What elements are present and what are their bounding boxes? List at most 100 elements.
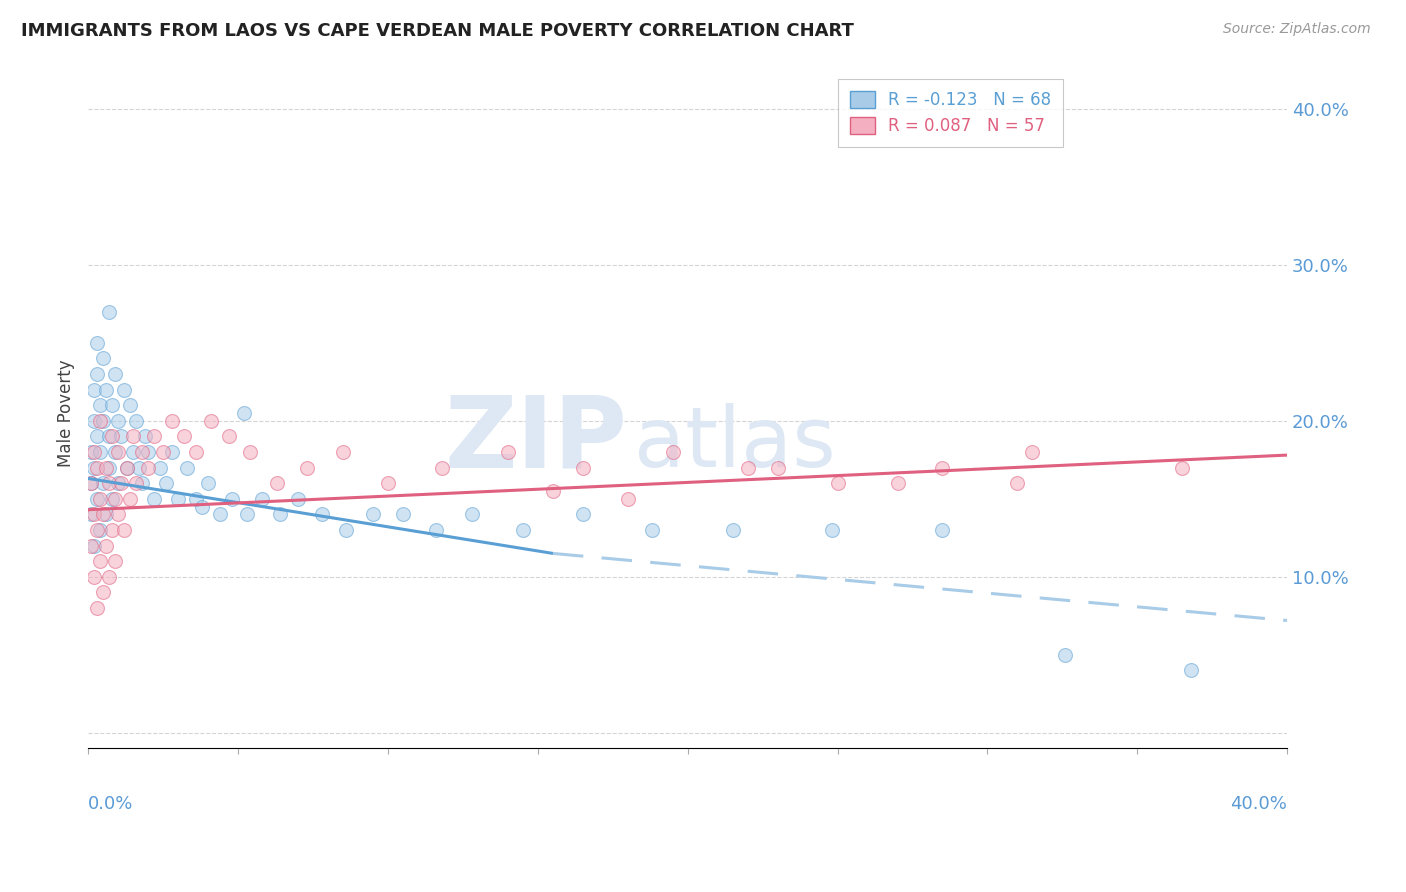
- Point: [931, 523, 953, 537]
- Point: [496, 445, 519, 459]
- Point: [89, 398, 111, 412]
- Point: [641, 523, 664, 537]
- Point: [89, 414, 111, 428]
- Point: [96, 508, 118, 522]
- Point: [96, 383, 118, 397]
- Point: [931, 460, 953, 475]
- Point: [96, 460, 118, 475]
- Point: [107, 508, 129, 522]
- Point: [155, 476, 177, 491]
- Legend: R = -0.123   N = 68, R = 0.087   N = 57: R = -0.123 N = 68, R = 0.087 N = 57: [838, 79, 1063, 147]
- Point: [101, 429, 124, 443]
- Point: [80, 476, 103, 491]
- Point: [86, 335, 108, 350]
- Point: [236, 508, 259, 522]
- Point: [80, 445, 103, 459]
- Point: [512, 523, 534, 537]
- Point: [112, 383, 135, 397]
- Point: [125, 476, 148, 491]
- Point: [131, 476, 153, 491]
- Point: [104, 554, 127, 568]
- Point: [209, 508, 232, 522]
- Point: [93, 585, 115, 599]
- Point: [1007, 476, 1029, 491]
- Point: [176, 460, 198, 475]
- Point: [430, 460, 453, 475]
- Point: [93, 508, 115, 522]
- Point: [250, 491, 273, 506]
- Point: [197, 476, 219, 491]
- Point: [89, 523, 111, 537]
- Point: [136, 460, 159, 475]
- Point: [152, 445, 174, 459]
- Point: [86, 601, 108, 615]
- Point: [93, 476, 115, 491]
- Point: [86, 460, 108, 475]
- Point: [89, 554, 111, 568]
- Point: [191, 500, 214, 514]
- Text: 0.0%: 0.0%: [89, 796, 134, 814]
- Point: [661, 445, 683, 459]
- Text: IMMIGRANTS FROM LAOS VS CAPE VERDEAN MALE POVERTY CORRELATION CHART: IMMIGRANTS FROM LAOS VS CAPE VERDEAN MAL…: [21, 22, 853, 40]
- Point: [104, 445, 127, 459]
- Point: [83, 460, 105, 475]
- Point: [541, 483, 564, 498]
- Point: [86, 367, 108, 381]
- Point: [186, 491, 208, 506]
- Point: [98, 570, 121, 584]
- Point: [86, 491, 108, 506]
- Text: atlas: atlas: [634, 402, 835, 483]
- Point: [110, 429, 132, 443]
- Point: [83, 539, 105, 553]
- Text: ZIP: ZIP: [444, 392, 628, 488]
- Point: [120, 491, 142, 506]
- Point: [886, 476, 908, 491]
- Point: [149, 460, 172, 475]
- Point: [143, 429, 166, 443]
- Point: [98, 476, 121, 491]
- Text: 40.0%: 40.0%: [1230, 796, 1286, 814]
- Point: [83, 570, 105, 584]
- Point: [93, 414, 115, 428]
- Point: [392, 508, 415, 522]
- Point: [461, 508, 484, 522]
- Point: [335, 523, 357, 537]
- Point: [131, 445, 153, 459]
- Point: [117, 460, 139, 475]
- Point: [266, 476, 288, 491]
- Point: [110, 476, 132, 491]
- Point: [98, 429, 121, 443]
- Point: [93, 351, 115, 366]
- Point: [136, 445, 159, 459]
- Point: [295, 460, 318, 475]
- Point: [377, 476, 399, 491]
- Point: [104, 367, 127, 381]
- Point: [98, 304, 121, 318]
- Point: [107, 476, 129, 491]
- Point: [239, 445, 262, 459]
- Point: [162, 414, 184, 428]
- Point: [143, 491, 166, 506]
- Point: [361, 508, 384, 522]
- Point: [83, 383, 105, 397]
- Point: [221, 491, 243, 506]
- Point: [83, 414, 105, 428]
- Point: [80, 539, 103, 553]
- Point: [186, 445, 208, 459]
- Point: [86, 429, 108, 443]
- Text: Source: ZipAtlas.com: Source: ZipAtlas.com: [1223, 22, 1371, 37]
- Point: [737, 460, 759, 475]
- Point: [104, 491, 127, 506]
- Point: [122, 445, 145, 459]
- Point: [125, 414, 148, 428]
- Point: [218, 429, 240, 443]
- Point: [287, 491, 309, 506]
- Point: [1180, 664, 1202, 678]
- Point: [83, 508, 105, 522]
- Point: [1054, 648, 1077, 662]
- Point: [96, 539, 118, 553]
- Point: [167, 491, 190, 506]
- Point: [89, 491, 111, 506]
- Point: [820, 523, 842, 537]
- Point: [122, 429, 145, 443]
